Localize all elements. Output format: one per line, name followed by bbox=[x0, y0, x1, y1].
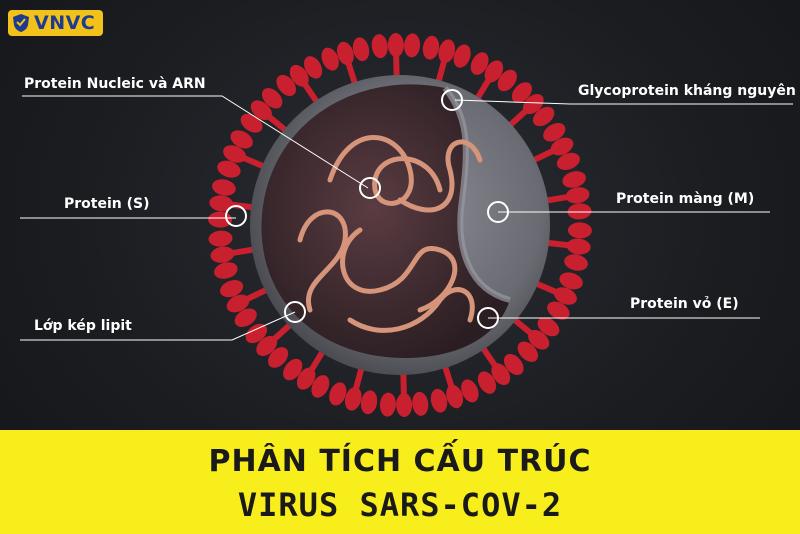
spike-head bbox=[336, 41, 354, 66]
spike-head bbox=[503, 353, 524, 376]
pointer-lines bbox=[20, 95, 793, 341]
spike-head bbox=[412, 391, 429, 416]
label-spike-protein: Protein (S) bbox=[64, 196, 150, 212]
marker-circles bbox=[225, 89, 509, 329]
spike-head bbox=[208, 230, 233, 247]
spike-head bbox=[559, 272, 583, 290]
spike-head bbox=[565, 187, 590, 204]
spike-head bbox=[209, 195, 234, 212]
spike-head bbox=[220, 280, 244, 298]
spike-head bbox=[212, 179, 236, 196]
logo-text: VNVC bbox=[34, 12, 96, 34]
rna-strands bbox=[297, 135, 483, 333]
spike-head bbox=[217, 160, 241, 178]
label-glycoprotein: Glycoprotein kháng nguyên bbox=[578, 83, 796, 99]
spike-head bbox=[567, 203, 592, 220]
spike-head bbox=[461, 379, 479, 403]
spike-head bbox=[223, 145, 247, 163]
spike-head bbox=[446, 384, 464, 409]
spike-head bbox=[276, 74, 297, 97]
spike-head bbox=[566, 238, 591, 255]
spike-head bbox=[528, 329, 550, 350]
logo-badge: VNVC bbox=[8, 10, 104, 36]
spike-head bbox=[250, 100, 272, 121]
spike-head bbox=[283, 358, 303, 381]
spike-head bbox=[379, 392, 396, 417]
spike-head bbox=[268, 347, 289, 368]
spike-head bbox=[360, 390, 378, 415]
spike-head bbox=[371, 34, 388, 59]
vnvc-logo: VNVC bbox=[8, 8, 104, 38]
spike-head bbox=[430, 388, 448, 413]
spike-head bbox=[226, 294, 250, 313]
spike-head bbox=[543, 123, 566, 142]
spike-head bbox=[387, 33, 404, 58]
spike-head bbox=[567, 222, 592, 239]
label-lipid-bilayer: Lớp kép lipit bbox=[34, 318, 132, 334]
spike-head bbox=[256, 335, 278, 356]
spike-head bbox=[522, 94, 544, 115]
spike-head bbox=[550, 137, 574, 156]
spike-head bbox=[396, 392, 413, 417]
spike-head bbox=[230, 130, 253, 149]
spike-head bbox=[234, 308, 257, 327]
banner-title-line2: VIRUS SARS-COV-2 bbox=[237, 486, 563, 524]
spike-head bbox=[344, 387, 362, 411]
spike-head bbox=[245, 323, 268, 344]
spike-head bbox=[404, 33, 421, 58]
label-nucleic-protein-rna: Protein Nucleic và ARN bbox=[24, 76, 206, 92]
label-membrane-protein: Protein màng (M) bbox=[616, 191, 755, 207]
spike-head bbox=[562, 171, 586, 188]
spike-head bbox=[296, 367, 316, 390]
spike-head bbox=[453, 44, 471, 68]
spike-head bbox=[261, 88, 283, 109]
spike-head bbox=[321, 47, 339, 71]
spike-head bbox=[214, 262, 238, 279]
virus-diagram bbox=[20, 33, 793, 417]
spike-head bbox=[511, 82, 532, 103]
spike-head bbox=[210, 246, 235, 263]
spike-head bbox=[289, 64, 309, 87]
spike-head bbox=[532, 106, 555, 127]
banner-title-line1: PHÂN TÍCH CẤU TRÚC bbox=[208, 444, 592, 479]
spike-head bbox=[477, 371, 497, 394]
shield-icon bbox=[13, 14, 29, 32]
spike-head bbox=[553, 287, 577, 305]
spike-head bbox=[564, 254, 588, 271]
spike-head bbox=[537, 317, 560, 337]
spike-head bbox=[438, 39, 456, 63]
spike-head bbox=[311, 375, 330, 398]
spike-head bbox=[208, 211, 233, 228]
spike-head bbox=[491, 363, 511, 386]
label-envelope-protein: Protein vỏ (E) bbox=[630, 296, 739, 312]
spike-head bbox=[470, 52, 489, 75]
spike-head bbox=[303, 56, 323, 79]
spike-head bbox=[517, 341, 539, 362]
spike-head bbox=[497, 69, 517, 92]
spike-head bbox=[547, 301, 570, 320]
spike-head bbox=[484, 60, 504, 83]
title-banner: PHÂN TÍCH CẤU TRÚC VIRUS SARS-COV-2 bbox=[0, 430, 800, 534]
spike-proteins bbox=[208, 33, 592, 417]
spike-head bbox=[352, 37, 370, 62]
spike-head bbox=[422, 35, 440, 60]
lipid-rim bbox=[442, 86, 511, 303]
spike-head bbox=[556, 152, 580, 170]
spike-head bbox=[329, 382, 347, 406]
